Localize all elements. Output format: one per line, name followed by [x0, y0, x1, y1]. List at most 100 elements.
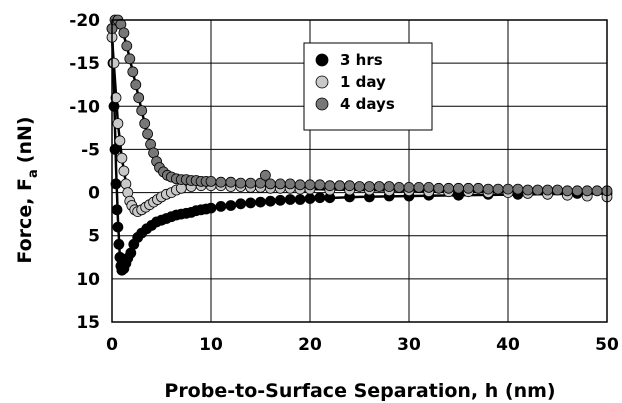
data-point [314, 192, 326, 204]
data-point [492, 183, 504, 195]
data-point [413, 181, 425, 193]
data-point [215, 200, 227, 212]
x-tick-label: 20 [298, 335, 322, 355]
data-point [532, 184, 544, 196]
data-point [108, 57, 120, 69]
data-point [314, 179, 326, 191]
y-axis-label-subscript: a [26, 169, 41, 178]
data-point [552, 184, 563, 196]
data-point [245, 177, 257, 189]
data-point [304, 193, 316, 205]
data-point [472, 182, 484, 194]
data-point [225, 200, 237, 211]
legend-marker [315, 75, 329, 89]
data-point [264, 195, 276, 207]
legend-marker [315, 97, 329, 111]
data-point [120, 178, 132, 190]
data-point [383, 181, 395, 192]
data-point [423, 181, 435, 193]
data-point [130, 79, 142, 91]
data-point [112, 118, 124, 129]
data-point [113, 238, 125, 250]
plot-frame [111, 19, 608, 323]
y-tick-label: -15 [69, 54, 100, 74]
data-point [581, 185, 593, 197]
data-point [255, 196, 266, 208]
data-point [111, 204, 123, 216]
data-point [453, 182, 464, 194]
data-point [591, 185, 603, 197]
data-point [344, 180, 356, 192]
legend-marker [315, 53, 329, 67]
data-point [136, 105, 148, 116]
y-tick-label: 15 [76, 313, 100, 333]
data-point [522, 184, 534, 196]
legend-label: 3 hrs [340, 51, 383, 69]
data-point [274, 178, 286, 190]
data-point [127, 66, 139, 78]
y-axis-label: Force, Fa (nN) [14, 116, 41, 263]
data-point [235, 177, 247, 189]
data-point [354, 181, 365, 192]
y-tick-label: -5 [81, 140, 100, 160]
y-tick-label: -20 [69, 11, 100, 31]
data-point [225, 176, 237, 188]
y-tick-label: -10 [69, 97, 100, 117]
x-tick-label: 0 [106, 335, 118, 355]
data-point [121, 40, 133, 52]
data-point [562, 185, 573, 197]
data-point [403, 181, 415, 193]
data-point [142, 128, 154, 140]
data-point [542, 184, 553, 196]
x-axis-label: Probe-to-Surface Separation, h (nm) [164, 380, 555, 402]
y-tick-label: 5 [88, 227, 100, 247]
data-point [363, 181, 375, 192]
data-point [124, 53, 136, 65]
data-point [482, 183, 494, 195]
data-point [118, 27, 130, 39]
data-point [274, 194, 286, 206]
y-axis-label-unit: (nN) [14, 116, 36, 163]
y-tick-label: 0 [88, 184, 100, 204]
data-point [259, 169, 271, 181]
data-point [304, 179, 316, 191]
legend: 3 hrs 1 day 4 days [303, 42, 433, 131]
x-tick-label: 10 [199, 335, 223, 355]
data-point [512, 183, 524, 195]
data-point [118, 165, 130, 177]
data-point [112, 221, 124, 233]
data-point [443, 182, 455, 194]
data-point [235, 198, 247, 210]
data-point [373, 181, 385, 192]
data-points [106, 14, 613, 276]
data-point [264, 178, 276, 190]
data-point [110, 92, 122, 104]
x-tick-label: 40 [496, 335, 520, 355]
data-point [284, 178, 296, 190]
legend-label: 1 day [340, 73, 386, 91]
legend-label: 4 days [340, 95, 395, 113]
data-point [334, 180, 346, 192]
data-point [571, 185, 583, 197]
data-point [502, 183, 514, 195]
data-point [324, 180, 336, 192]
data-point [133, 92, 145, 104]
data-point [245, 197, 257, 209]
data-point [114, 135, 126, 147]
data-point [205, 202, 217, 214]
y-tick-label: 10 [76, 270, 100, 290]
data-point [205, 175, 217, 187]
series-points [106, 14, 613, 197]
data-point [294, 194, 306, 205]
data-point [116, 152, 128, 164]
tick-labels: 0 10 20 30 40 50 -20 -15 -10 -5 0 5 10 15 [69, 11, 619, 355]
data-point [462, 182, 474, 194]
axes [111, 19, 608, 323]
data-point [284, 194, 296, 205]
data-point [433, 182, 445, 194]
x-tick-label: 30 [397, 335, 421, 355]
data-point [215, 176, 227, 188]
data-point [294, 179, 306, 191]
data-point [139, 118, 151, 129]
